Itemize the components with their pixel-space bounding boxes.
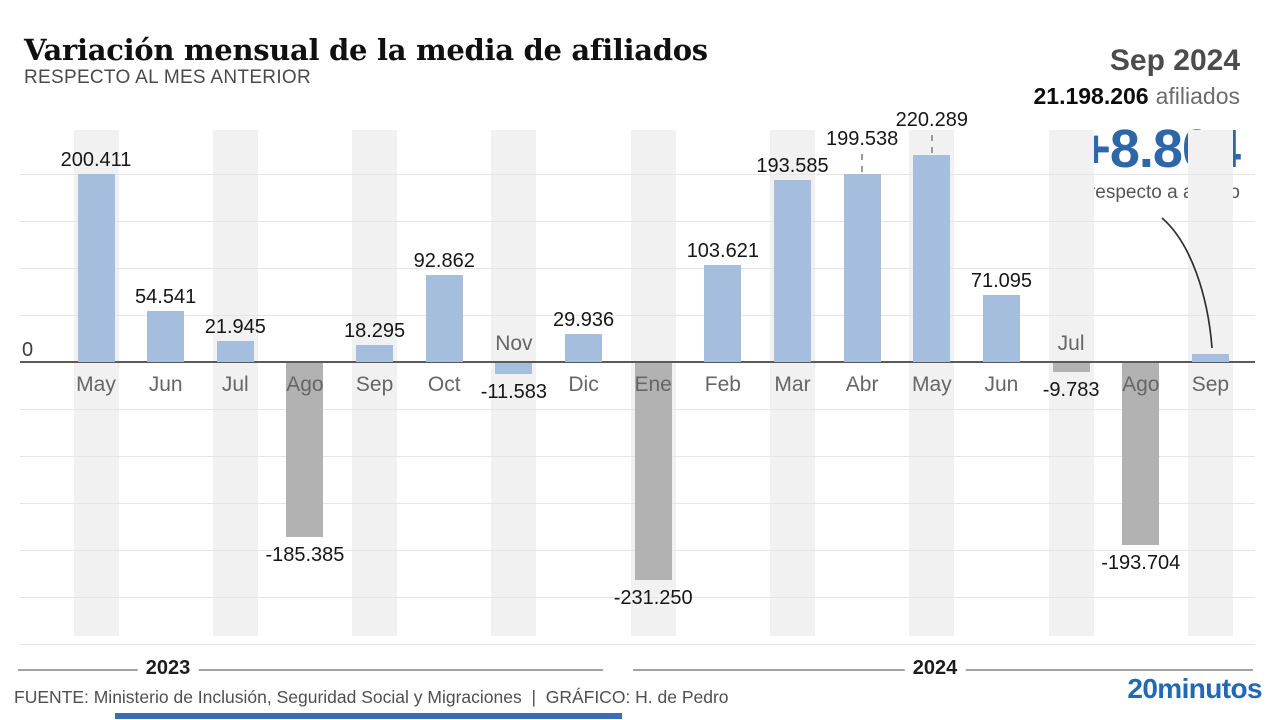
bar-value-label: 193.585 bbox=[756, 155, 829, 178]
bar-abr-2024 bbox=[843, 174, 881, 362]
bar-month-label: Sep bbox=[355, 373, 394, 396]
gridline bbox=[20, 221, 1255, 222]
logo-20minutos: 20minutos bbox=[1127, 673, 1262, 704]
bar-value-label: 71.095 bbox=[970, 270, 1033, 293]
column-band bbox=[212, 130, 258, 636]
bar-month-label: Jun bbox=[148, 373, 183, 396]
column-band bbox=[1048, 130, 1094, 636]
bar-mar-2024 bbox=[774, 180, 811, 362]
bar-value-label: 54.541 bbox=[135, 285, 197, 308]
bar-month-label: Dic bbox=[568, 373, 599, 396]
bar-jun-2024 bbox=[982, 295, 1020, 362]
highlight-total-number: 21.198.206 bbox=[1033, 83, 1149, 109]
highlight-total-line: 21.198.206 afiliados bbox=[1033, 83, 1240, 110]
bar-value-label: -231.250 bbox=[613, 587, 693, 610]
bar-month-label: Sep bbox=[1191, 373, 1230, 396]
column-band bbox=[1187, 130, 1233, 636]
bar-month-label: May bbox=[76, 373, 116, 396]
gridline bbox=[20, 268, 1255, 269]
bar-sep-2023 bbox=[356, 344, 394, 362]
gridline bbox=[20, 597, 1255, 598]
bar-value-label: 220.289 bbox=[895, 108, 968, 131]
bar-ago-2023 bbox=[286, 363, 324, 538]
bar-month-label: Mar bbox=[774, 373, 811, 396]
bar-month-label: Nov bbox=[495, 332, 533, 355]
bar-jul-2023 bbox=[216, 341, 254, 362]
bar-value-label: -193.704 bbox=[1101, 552, 1181, 575]
year-label-2024: 2024 bbox=[904, 657, 966, 680]
bar-month-label: Jul bbox=[1057, 332, 1085, 355]
column-band bbox=[352, 130, 398, 636]
bar-nov-2023 bbox=[495, 363, 533, 374]
bar-dic-2023 bbox=[565, 333, 603, 362]
bar-month-label: Feb bbox=[704, 373, 741, 396]
gridline bbox=[20, 174, 1255, 175]
bar-month-label: Ago bbox=[286, 373, 324, 396]
year-label-2023: 2023 bbox=[137, 657, 199, 680]
highlight-total-suffix: afiliados bbox=[1155, 83, 1240, 109]
zero-axis-line bbox=[20, 361, 1255, 363]
bar-feb-2024 bbox=[704, 264, 742, 362]
highlight-period: Sep 2024 bbox=[1109, 44, 1240, 77]
bar-value-label: 18.295 bbox=[344, 319, 406, 342]
gridline bbox=[20, 644, 1255, 645]
bar-value-label: 103.621 bbox=[686, 239, 759, 262]
value-leader-line bbox=[930, 134, 933, 153]
bar-value-label: 29.936 bbox=[552, 308, 615, 331]
bar-value-label: -185.385 bbox=[265, 544, 345, 567]
bar-value-label: 92.862 bbox=[413, 249, 475, 272]
bar-month-label: Oct bbox=[427, 373, 461, 396]
chart-subtitle: RESPECTO AL MES ANTERIOR bbox=[24, 67, 311, 88]
bar-jun-2023 bbox=[147, 310, 185, 362]
year-divider-line bbox=[18, 669, 603, 671]
bar-may-2023 bbox=[77, 173, 115, 362]
zero-axis-label: 0 bbox=[22, 339, 34, 361]
gridline bbox=[20, 315, 1255, 316]
value-leader-line bbox=[861, 154, 864, 173]
bar-jul-2024 bbox=[1052, 363, 1090, 373]
bar-value-label: 199.538 bbox=[825, 128, 899, 151]
bar-value-label: 200.411 bbox=[60, 148, 132, 171]
bar-month-label: Jul bbox=[221, 373, 249, 396]
page-title: Variación mensual de la media de afiliad… bbox=[24, 33, 708, 68]
bar-value-label: 21.945 bbox=[204, 316, 266, 339]
bar-sep-2024 bbox=[1191, 353, 1229, 362]
bar-value-label: -11.583 bbox=[480, 380, 548, 403]
bar-ene-2024 bbox=[634, 363, 672, 581]
progress-bar[interactable] bbox=[115, 713, 622, 719]
bar-oct-2023 bbox=[425, 274, 463, 362]
source-credit: FUENTE: Ministerio de Inclusión, Segurid… bbox=[14, 687, 729, 707]
bar-month-label: Ene bbox=[634, 373, 672, 396]
bar-month-label: Ago bbox=[1122, 373, 1160, 396]
bar-month-label: May bbox=[911, 373, 952, 396]
bar-ago-2024 bbox=[1122, 363, 1160, 546]
bar-month-label: Abr bbox=[845, 373, 879, 396]
column-band bbox=[491, 130, 537, 636]
bar-may-2024 bbox=[913, 154, 951, 362]
bar-month-label: Jun bbox=[984, 373, 1019, 396]
bar-value-label: -9.783 bbox=[1042, 379, 1100, 402]
